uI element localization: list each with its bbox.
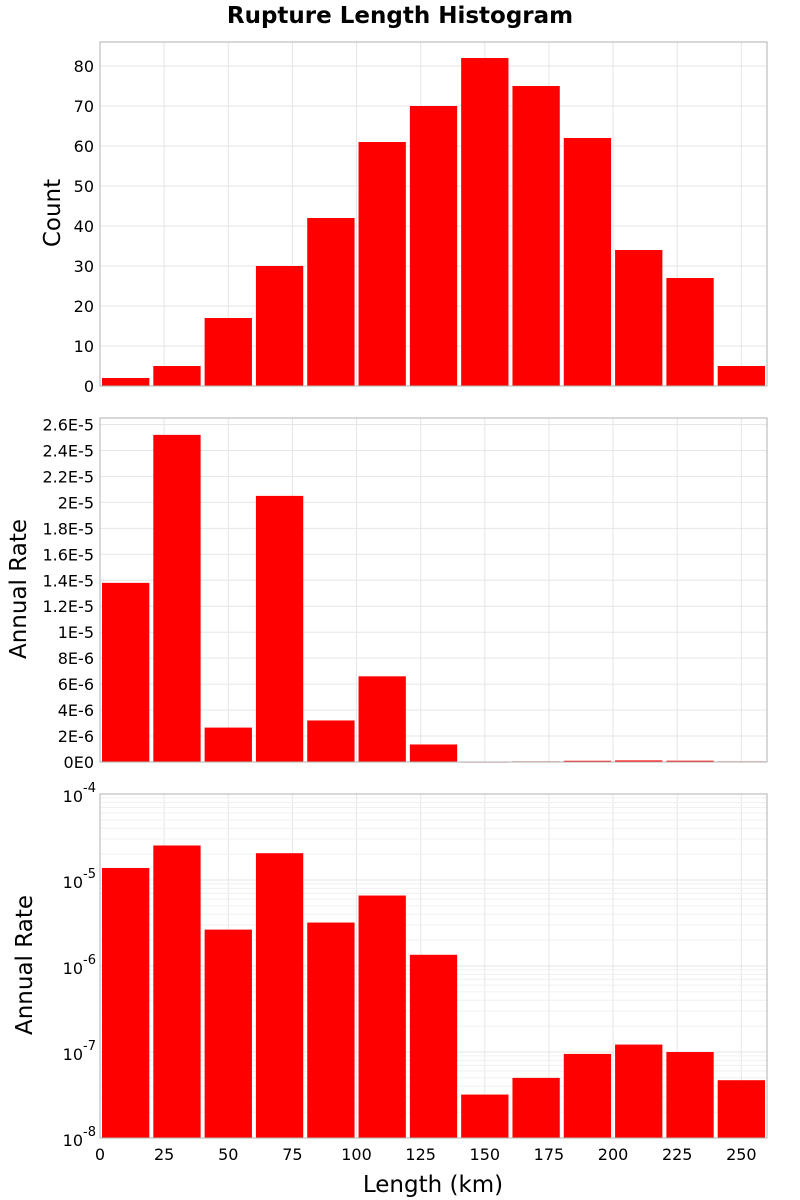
chart-title: Rupture Length Histogram xyxy=(227,3,573,29)
y-tick-label: 1.8E-5 xyxy=(42,519,94,538)
bar xyxy=(615,250,663,386)
y-tick-label: 0E0 xyxy=(64,753,94,772)
bar xyxy=(358,895,406,1138)
y-tick-label: 80 xyxy=(74,57,94,76)
y-tick-base: 10 xyxy=(63,873,83,892)
y-tick-label: 10-5 xyxy=(63,867,96,892)
bar xyxy=(666,760,714,762)
bar xyxy=(255,266,304,386)
x-tick-label: 150 xyxy=(470,1145,501,1164)
x-tick-label: 200 xyxy=(598,1145,629,1164)
y-tick-label: 10 xyxy=(74,337,94,356)
y-tick-label: 10-6 xyxy=(63,953,96,978)
x-tick-label: 25 xyxy=(154,1145,174,1164)
bar xyxy=(153,434,201,762)
x-tick-label: 225 xyxy=(662,1145,693,1164)
x-tick-label: 50 xyxy=(218,1145,238,1164)
annual-rate-linear-panel: 0E0 2E-6 4E-6 6E-6 8E-6 1E-5 1.2E-5 1.4E-5 1.6E-… xyxy=(42,415,768,772)
annual-rate-log-panel: 10-810-710-610-510-40 25 50 75 100 125 150 175 2… xyxy=(63,781,768,1164)
bar xyxy=(512,86,560,386)
bar xyxy=(307,720,355,762)
y-tick-exponent: -4 xyxy=(83,781,96,796)
y-tick-exponent: -7 xyxy=(83,1039,96,1054)
bar xyxy=(153,366,201,386)
y-tick-label: 4E-6 xyxy=(58,701,94,720)
bar xyxy=(358,142,406,386)
y-tick-base: 10 xyxy=(63,959,83,978)
bar xyxy=(563,138,612,386)
bar xyxy=(204,318,252,386)
plot-frame xyxy=(99,41,768,387)
bar xyxy=(563,1053,612,1138)
y-tick-label: 10-7 xyxy=(63,1039,96,1064)
rate-linear-y-axis-label: Annual Rate xyxy=(6,519,32,659)
y-tick-label: 50 xyxy=(74,177,94,196)
bar xyxy=(307,922,355,1138)
y-tick-label: 60 xyxy=(74,137,94,156)
plot-frame xyxy=(99,417,768,763)
bar xyxy=(255,853,304,1138)
x-tick-label: 0 xyxy=(95,1145,105,1164)
bar xyxy=(666,1052,714,1138)
y-tick-base: 10 xyxy=(63,1131,83,1150)
bar xyxy=(204,727,252,762)
y-tick-label: 2.4E-5 xyxy=(42,441,94,460)
y-tick-exponent: -5 xyxy=(83,867,96,882)
y-tick-exponent: -8 xyxy=(83,1125,96,1140)
bar xyxy=(204,929,252,1138)
bar xyxy=(102,582,150,762)
bar xyxy=(307,218,355,386)
bar xyxy=(666,278,714,386)
bar xyxy=(153,845,201,1138)
bar xyxy=(409,954,458,1138)
count-y-axis-label: Count xyxy=(40,179,66,247)
y-tick-label: 8E-6 xyxy=(58,649,94,668)
y-tick-label: 2.2E-5 xyxy=(42,467,94,486)
bar xyxy=(409,106,458,386)
y-tick-label: 20 xyxy=(74,297,94,316)
bar xyxy=(615,1044,663,1138)
rate-log-y-axis-label: Annual Rate xyxy=(12,895,38,1035)
y-tick-base: 10 xyxy=(63,787,83,806)
bar xyxy=(461,1094,509,1138)
bar xyxy=(615,760,663,762)
bar xyxy=(717,366,765,386)
bar xyxy=(563,760,612,762)
bar xyxy=(461,58,509,386)
y-tick-label: 40 xyxy=(74,217,94,236)
bar xyxy=(717,1080,765,1138)
y-tick-label: 2E-6 xyxy=(58,727,94,746)
x-axis-label: Length (km) xyxy=(363,1172,503,1198)
y-tick-label: 2E-5 xyxy=(58,493,94,512)
x-tick-label: 175 xyxy=(534,1145,565,1164)
bar xyxy=(102,867,150,1138)
x-tick-label: 250 xyxy=(726,1145,757,1164)
y-tick-label: 70 xyxy=(74,97,94,116)
plot-frame xyxy=(99,793,768,1139)
count-panel: 0 10 20 30 40 50 60 70 80 xyxy=(74,41,768,396)
y-tick-label: 0 xyxy=(84,377,94,396)
y-tick-exponent: -6 xyxy=(83,953,96,968)
y-tick-label: 1E-5 xyxy=(58,623,94,642)
y-tick-label: 10-4 xyxy=(63,781,96,806)
bar xyxy=(409,744,458,762)
x-tick-label: 100 xyxy=(341,1145,372,1164)
y-tick-label: 1.6E-5 xyxy=(42,545,94,564)
y-tick-label: 1.4E-5 xyxy=(42,571,94,590)
y-tick-label: 30 xyxy=(74,257,94,276)
y-tick-base: 10 xyxy=(63,1045,83,1064)
y-tick-label: 10-8 xyxy=(63,1125,96,1150)
bar xyxy=(358,676,406,762)
bar xyxy=(102,378,150,386)
y-tick-label: 1.2E-5 xyxy=(42,597,94,616)
x-tick-label: 75 xyxy=(282,1145,302,1164)
bar xyxy=(512,1077,560,1138)
y-tick-label: 2.6E-5 xyxy=(42,415,94,434)
x-tick-label: 125 xyxy=(405,1145,436,1164)
y-tick-label: 6E-6 xyxy=(58,675,94,694)
bar xyxy=(255,495,304,762)
